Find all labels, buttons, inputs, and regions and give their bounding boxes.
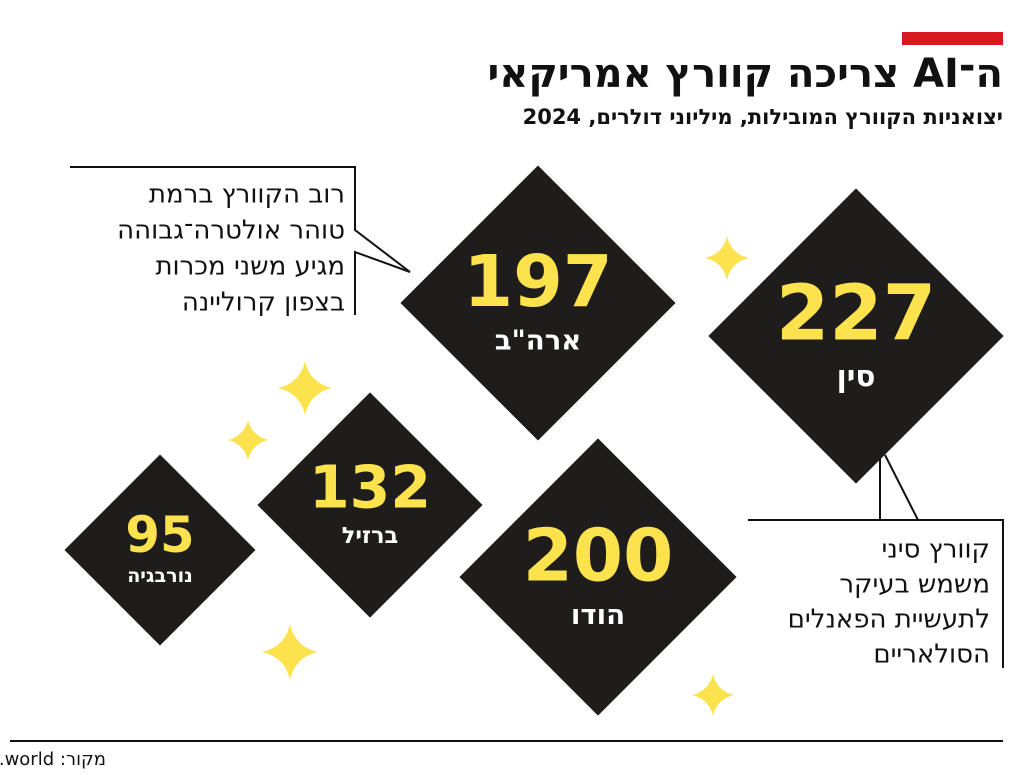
value-label: 95 xyxy=(125,506,194,564)
annotation-line: לתעשיית הפאנלים xyxy=(788,605,990,635)
callout-frame xyxy=(748,519,1004,668)
chart-title: ה־AI צריכה קוורץ אמריקאי xyxy=(487,51,1003,97)
value-label: 200 xyxy=(523,514,674,598)
annotation-line: בצפון קרוליינה xyxy=(182,288,345,318)
category-label: הודו xyxy=(571,598,625,631)
sparkles xyxy=(228,236,749,716)
annotation-line: רוב הקוורץ ברמת xyxy=(149,180,345,210)
diamond xyxy=(400,165,676,441)
callout-frame xyxy=(70,166,411,315)
value-label: 132 xyxy=(309,454,431,522)
value-label: 227 xyxy=(776,269,936,358)
category-label: ארה"ב xyxy=(495,325,582,357)
diamond xyxy=(708,188,1004,484)
diamond xyxy=(64,454,256,646)
category-label: סין xyxy=(837,359,876,393)
accent-bar xyxy=(902,32,1003,45)
diamond xyxy=(257,392,483,618)
source: מקור: oec.world xyxy=(0,749,106,770)
annotation-line: קוורץ סיני xyxy=(882,535,991,565)
category-label: ברזיל xyxy=(342,523,399,549)
annotation-line: מגיע משני מכרות xyxy=(155,252,345,282)
annotation-line: טוהר אולטרה־גבוהה xyxy=(117,216,345,246)
value-label: 197 xyxy=(463,240,612,323)
category-label: נורבגיה xyxy=(127,564,193,587)
callout-pointer xyxy=(884,454,919,521)
annotation-line: הסולאריים xyxy=(873,640,990,670)
annotation-line: משמש בעיקר xyxy=(839,570,990,600)
diamond xyxy=(459,438,737,716)
chart-subtitle: יצואניות הקוורץ המובילות, מיליוני דולרים… xyxy=(523,105,1003,129)
